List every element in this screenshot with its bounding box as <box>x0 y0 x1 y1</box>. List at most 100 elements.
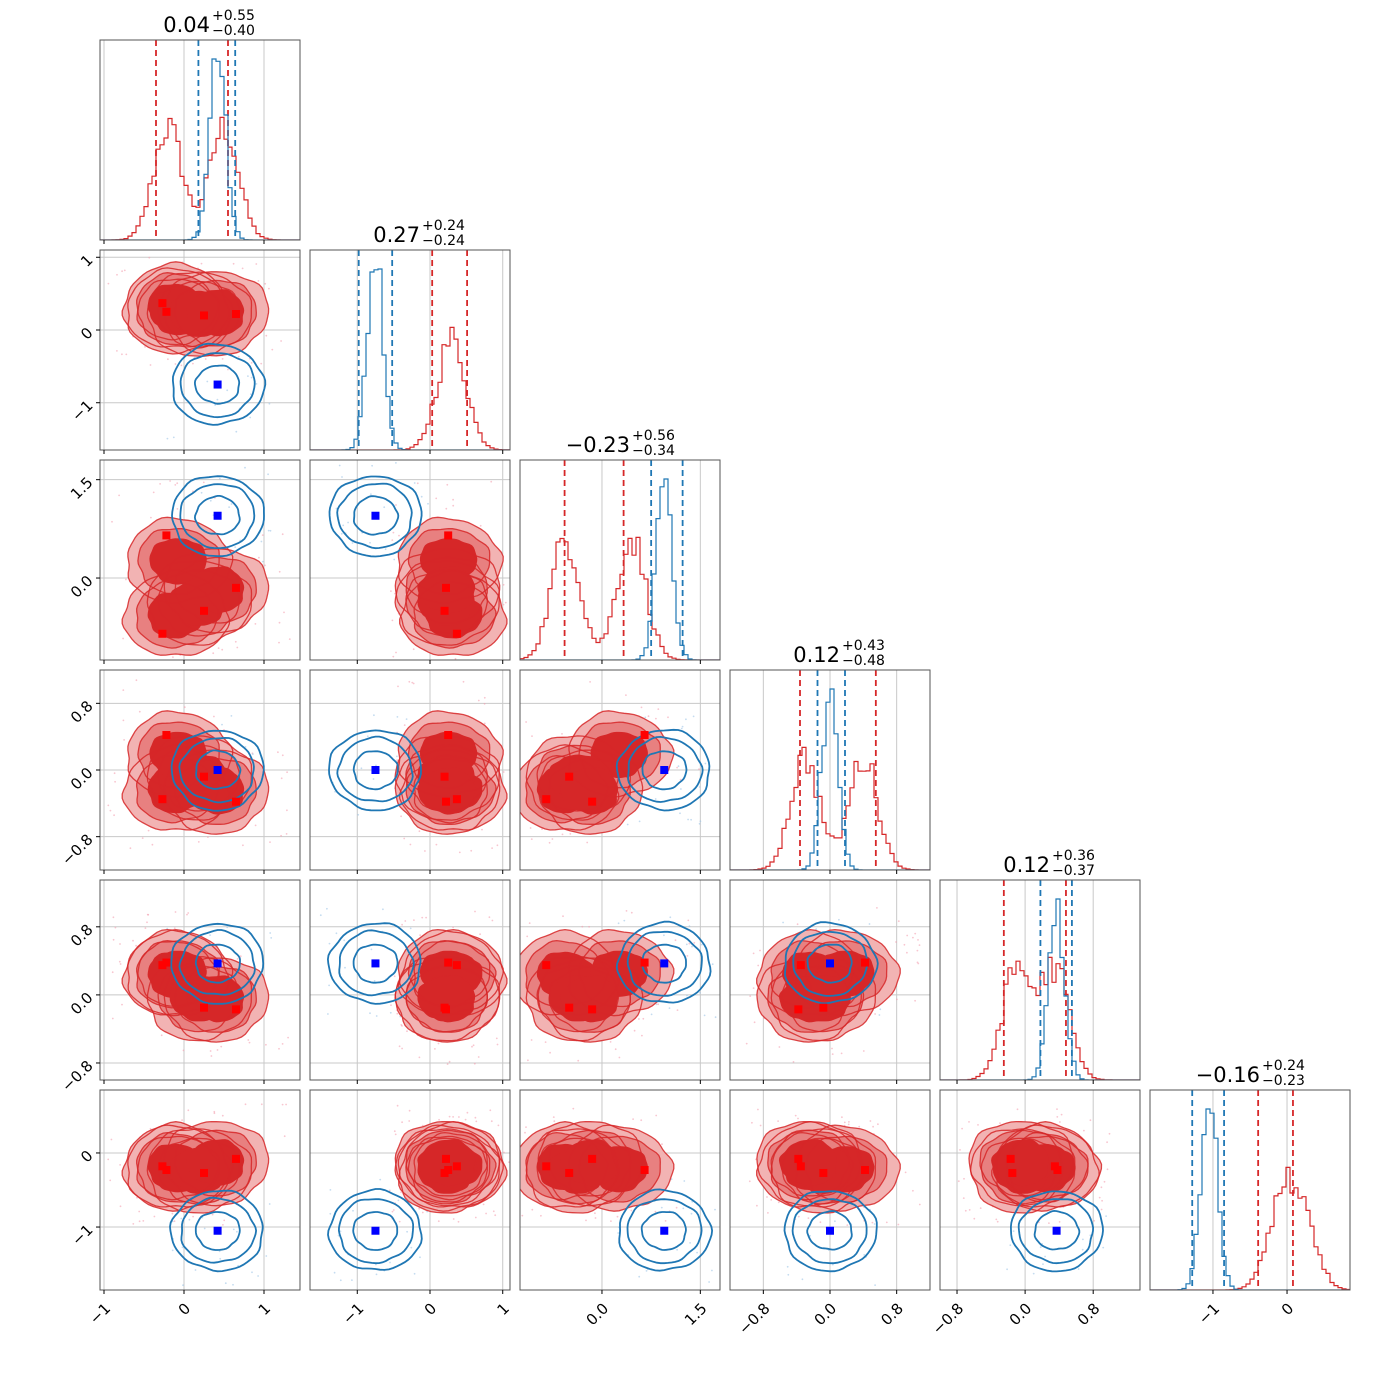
red-sample-point <box>968 1121 970 1123</box>
red-truth-marker <box>158 795 167 804</box>
red-sample-point <box>425 916 427 919</box>
y-tick-label: −1 <box>68 1221 96 1249</box>
red-sample-point <box>176 508 179 510</box>
red-truth-marker <box>452 629 461 638</box>
blue-sample-point <box>1044 1255 1046 1258</box>
red-sample-point <box>831 1053 834 1055</box>
red-sample-point <box>577 1059 580 1062</box>
x-tick-label: 0 <box>1278 1300 1297 1319</box>
panel-content <box>107 679 288 850</box>
red-sample-point <box>767 1212 769 1214</box>
blue-sample-point <box>214 404 217 406</box>
blue-sample-point <box>244 466 246 469</box>
x-tick-label: 1.5 <box>681 1300 711 1330</box>
red-sample-point <box>241 267 244 270</box>
blue-sample-point <box>247 375 249 377</box>
red-sample-point <box>125 578 127 581</box>
blue-sample-point <box>267 529 270 532</box>
panel-5-4 <box>939 1089 1141 1294</box>
red-sample-point <box>841 1116 843 1119</box>
panel-title-value: −0.16 <box>1196 1063 1260 1087</box>
red-sample-point <box>278 1047 280 1050</box>
red-sample-point <box>686 955 689 957</box>
panel-frame <box>939 1089 1141 1291</box>
blue-contour <box>352 1211 399 1251</box>
red-truth-marker <box>444 531 453 540</box>
red-sample-point <box>391 539 394 541</box>
panel-content <box>319 907 510 1065</box>
red-sample-point <box>496 1043 499 1046</box>
red-sample-point <box>113 772 116 775</box>
red-sample-point <box>757 1108 759 1111</box>
red-sample-point <box>904 1171 907 1174</box>
y-tick-label: 0 <box>77 324 96 343</box>
blue-sample-point <box>389 1261 391 1264</box>
red-sample-point <box>286 809 288 812</box>
blue-sample-point <box>703 1014 706 1017</box>
panel-frame <box>519 459 721 661</box>
blue-contour <box>352 750 399 791</box>
panel-0-0 <box>99 39 301 244</box>
red-sample-point <box>745 1042 748 1045</box>
red-sample-point <box>846 1224 849 1226</box>
panel-content <box>957 1108 1111 1275</box>
blue-sample-point <box>369 1012 371 1015</box>
blue-sample-point <box>831 1263 834 1266</box>
red-sample-point <box>458 851 461 854</box>
red-contour <box>407 721 491 789</box>
red-sample-point <box>121 353 123 356</box>
red-sample-point <box>132 939 134 942</box>
blue-sample-point <box>644 716 647 719</box>
blue-histogram <box>520 478 720 660</box>
red-sample-point <box>213 1112 216 1115</box>
panel-5-5 <box>1149 1089 1351 1294</box>
blue-sample-point <box>1105 1215 1107 1217</box>
blue-sample-point <box>265 1255 268 1257</box>
red-sample-point <box>698 768 700 771</box>
red-sample-point <box>400 1191 402 1194</box>
blue-sample-point <box>236 1230 238 1233</box>
red-sample-point <box>187 1109 190 1112</box>
red-sample-point <box>490 1120 493 1123</box>
blue-truth-marker <box>371 959 380 968</box>
blue-contour <box>792 931 869 997</box>
blue-sample-point <box>341 476 343 478</box>
red-sample-point <box>552 1116 555 1118</box>
blue-contour <box>1017 1198 1095 1265</box>
red-sample-point <box>504 662 506 664</box>
red-sample-point <box>237 355 240 358</box>
red-sample-point <box>280 834 282 837</box>
red-sample-point <box>114 780 116 783</box>
blue-sample-point <box>679 812 681 815</box>
red-sample-point <box>197 841 200 843</box>
blue-sample-point <box>335 932 338 935</box>
blue-sample-point <box>216 398 219 401</box>
red-sample-point <box>435 843 438 846</box>
red-sample-point <box>633 1029 636 1032</box>
panel-frame <box>309 459 511 661</box>
red-sample-point <box>679 778 682 781</box>
red-sample-point <box>388 1189 391 1192</box>
blue-sample-point <box>714 1016 717 1019</box>
blue-sample-point <box>370 493 372 495</box>
red-sample-point <box>490 480 493 483</box>
y-tick-label: −1 <box>68 397 96 425</box>
red-contour <box>397 1124 504 1212</box>
red-sample-point <box>397 685 399 688</box>
red-sample-point <box>159 483 162 485</box>
red-sample-point <box>183 706 186 709</box>
red-sample-point <box>492 1210 495 1213</box>
blue-contour <box>170 729 265 812</box>
red-sample-point <box>192 362 194 365</box>
panel-4-3 <box>729 879 931 1084</box>
red-truth-marker <box>200 1003 208 1012</box>
red-sample-point <box>460 684 462 686</box>
blue-sample-point <box>690 818 692 821</box>
red-sample-point <box>1060 1113 1063 1116</box>
blue-sample-point <box>384 548 387 551</box>
red-truth-marker <box>1006 1154 1015 1163</box>
red-contour <box>536 1137 620 1205</box>
red-sample-point <box>419 934 421 936</box>
red-sample-point <box>138 1210 141 1213</box>
red-truth-marker <box>542 961 551 970</box>
